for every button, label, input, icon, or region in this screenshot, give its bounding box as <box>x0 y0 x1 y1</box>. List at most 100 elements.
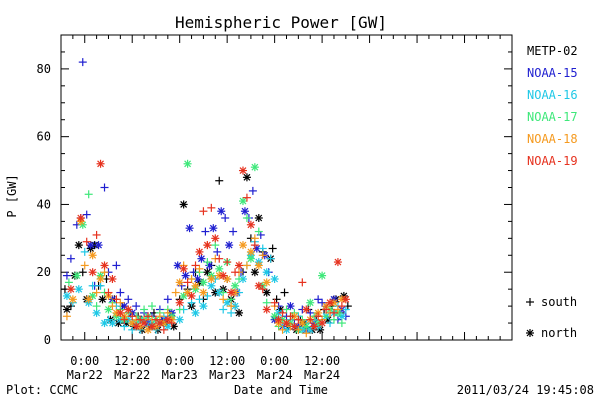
south-point <box>266 254 275 263</box>
north-point <box>207 275 216 283</box>
south-point <box>242 193 251 202</box>
north-point <box>108 319 117 328</box>
y-tick-label: 40 <box>37 197 51 211</box>
north-point <box>140 319 149 328</box>
north-point <box>254 281 263 290</box>
south-point <box>250 241 259 250</box>
north-point <box>254 214 263 222</box>
north-point <box>333 258 342 267</box>
axis-ticks <box>61 34 513 341</box>
north-point <box>246 247 255 256</box>
y-tick-label: 20 <box>37 265 51 279</box>
south-point <box>219 288 228 297</box>
south-point <box>278 325 287 334</box>
south-point <box>219 305 228 314</box>
south-point <box>100 183 109 192</box>
north-point <box>250 163 259 172</box>
north-point <box>179 264 188 273</box>
south-point <box>329 315 338 324</box>
north-point <box>104 305 113 314</box>
north-point <box>66 285 75 294</box>
north-point <box>207 281 216 290</box>
south-point <box>322 305 331 314</box>
marker-legend-label: south <box>541 295 577 309</box>
south-point <box>213 247 222 256</box>
north-point <box>223 275 232 283</box>
south-point <box>163 295 172 304</box>
north-point <box>302 305 311 314</box>
south-point <box>191 261 200 270</box>
north-point <box>298 319 307 328</box>
y-tick-label: 80 <box>37 62 51 76</box>
south-point <box>278 308 287 317</box>
north-point <box>235 261 244 270</box>
north-point <box>116 308 125 317</box>
south-point <box>306 315 315 324</box>
south-point <box>80 261 89 270</box>
south-point <box>78 268 87 277</box>
x-tick-label: 12:00 <box>114 354 150 368</box>
south-point <box>88 281 97 290</box>
south-point <box>62 312 71 321</box>
south-point <box>171 288 180 297</box>
north-point <box>211 234 220 243</box>
south-point <box>294 315 303 324</box>
south-point <box>140 305 149 314</box>
south-point <box>62 271 71 280</box>
data-points <box>60 58 352 338</box>
x-tick-label: 0:00 <box>260 354 289 368</box>
south-point <box>235 275 244 283</box>
north-point <box>175 315 184 324</box>
south-point <box>229 227 238 236</box>
south-point <box>80 247 89 256</box>
south-point <box>175 305 184 314</box>
north-point <box>183 159 192 168</box>
north-point <box>86 241 95 250</box>
north-point <box>203 268 212 277</box>
south-point <box>215 176 224 185</box>
legend-item: NOAA-17 <box>527 110 578 124</box>
north-point <box>124 305 133 314</box>
north-point <box>193 275 202 283</box>
south-point <box>78 58 87 67</box>
south-point <box>248 186 257 195</box>
north-point <box>262 278 271 287</box>
north-point <box>326 298 335 307</box>
north-point <box>310 322 319 331</box>
north-point <box>100 319 109 328</box>
north-point <box>215 264 224 273</box>
legend-item: NOAA-16 <box>527 88 578 102</box>
south-point <box>116 298 125 307</box>
south-point <box>302 329 311 338</box>
north-point <box>88 268 97 277</box>
north-point <box>242 173 251 182</box>
south-point <box>258 244 267 253</box>
south-point <box>227 295 236 304</box>
marker-legend: south north <box>526 295 577 340</box>
south-point <box>294 325 303 334</box>
series-legend: METP-02 NOAA-15 NOAA-16 NOAA-17 NOAA-18 NOAA-… <box>527 44 578 168</box>
south-point <box>96 281 105 290</box>
north-point <box>179 200 188 209</box>
y-axis-label: P [GW] <box>5 174 19 217</box>
north-point <box>274 315 283 324</box>
south-point <box>329 308 338 317</box>
x-tick-date-label: Mar22 <box>67 368 103 382</box>
south-point <box>207 203 216 212</box>
north-point <box>209 224 218 233</box>
north-point <box>238 197 247 206</box>
south-point <box>227 302 236 311</box>
x-tick-date-label: Mar24 <box>257 368 293 382</box>
north-point <box>74 241 83 250</box>
south-point <box>82 210 91 219</box>
north-point <box>84 295 93 304</box>
north-point <box>290 322 299 331</box>
south-point <box>223 258 232 267</box>
plot-frame <box>60 34 513 341</box>
north-point <box>227 288 236 297</box>
south-point <box>147 302 156 311</box>
south-point <box>92 230 101 239</box>
north-point <box>318 271 327 280</box>
south-point <box>242 214 251 222</box>
north-point <box>235 308 244 317</box>
